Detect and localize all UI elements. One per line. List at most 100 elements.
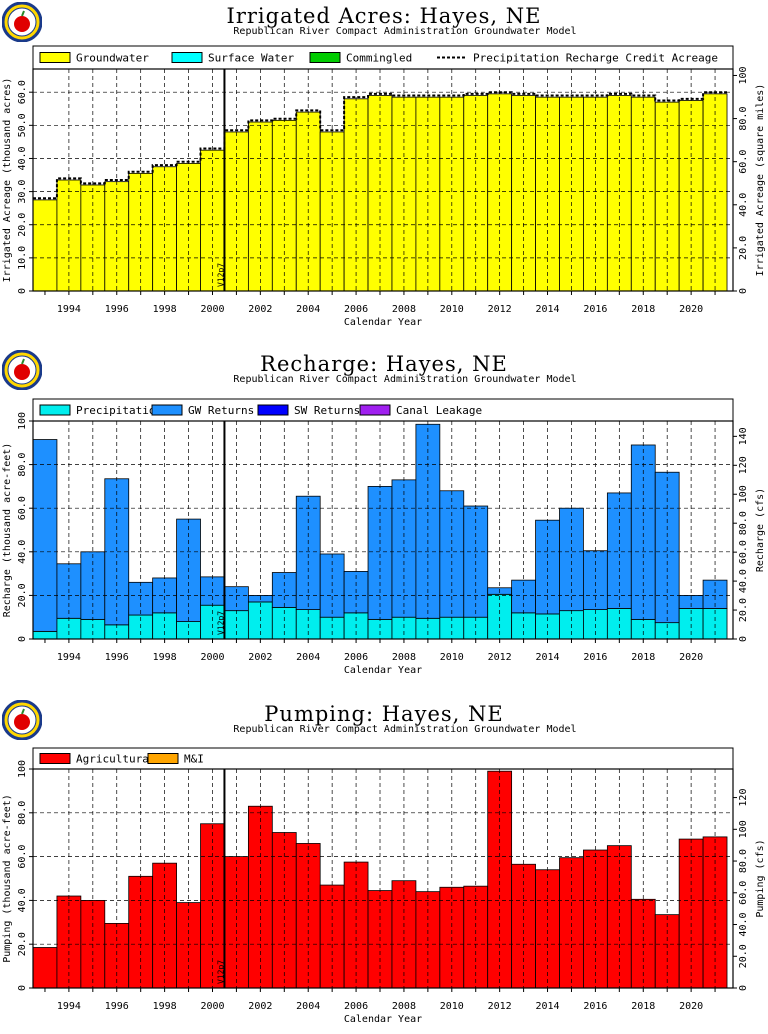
bar-precipitation [32, 630, 58, 640]
plot-frame [32, 68, 734, 292]
x-tick-label: 2008 [392, 652, 416, 663]
y2-tick-label: 40.0 [738, 912, 749, 936]
x-tick-label: 2018 [631, 652, 655, 663]
x-tick-label: 2012 [488, 652, 512, 663]
y-tick-label: 100 [17, 760, 28, 778]
y2-tick-label: 40.0 [738, 193, 749, 217]
y-tick-label: 30.0 [17, 180, 28, 204]
x-tick-label: 2010 [440, 304, 464, 315]
x-tick-label: 2006 [344, 1001, 368, 1012]
x-tick-label: 1996 [105, 304, 129, 315]
y2-tick-label: 120 [738, 789, 749, 807]
y-tick-label: 0 [17, 288, 28, 294]
x-tick-label: 2018 [631, 1001, 655, 1012]
x-tick-label: 2014 [535, 1001, 559, 1012]
x-tick-label: 2000 [200, 304, 224, 315]
legend-swatch [171, 52, 203, 63]
recharge-panel: Recharge: Hayes, NE Republican River Com… [0, 348, 768, 684]
legend-label: Precipitation [76, 404, 162, 417]
precip-credit-line [33, 91, 728, 200]
irrigated-acres-panel: Irrigated Acres: Hayes, NE Republican Ri… [0, 0, 768, 336]
chart-title: Recharge: Hayes, NE [260, 352, 508, 376]
y2-tick-label: 100 [738, 820, 749, 838]
y-tick-label: 40.0 [17, 146, 28, 170]
legend-label: GW Returns [188, 404, 254, 417]
y2-tick-label: 80.0 [738, 849, 749, 873]
y-axis-label: Recharge (thousand acre-feet) [2, 443, 13, 618]
x-tick-label: 2020 [679, 304, 703, 315]
chart-title: Pumping: Hayes, NE [264, 702, 504, 726]
bar-precipitation [56, 617, 82, 640]
bar-agricultural [487, 770, 513, 989]
x-tick-label: 2008 [392, 1001, 416, 1012]
apple-logo-icon [1, 1, 43, 43]
legend-swatch [39, 404, 71, 416]
x-tick-label: 2014 [535, 304, 559, 315]
y2-tick-label: 100 [738, 66, 749, 84]
y2-tick-label: 80.0 [738, 107, 749, 131]
y-tick-label: 100 [17, 412, 28, 430]
x-tick-label: 2008 [392, 304, 416, 315]
chart-subtitle: Republican River Compact Administration … [233, 374, 577, 385]
legend-label: Agricultural [76, 753, 155, 766]
legend-label: Surface Water [208, 52, 294, 65]
x-tick-label: 2020 [679, 1001, 703, 1012]
x-tick-label: 2002 [248, 304, 272, 315]
y2-tick-label: 80.0 [738, 511, 749, 535]
y-tick-label: 20.0 [17, 932, 28, 956]
legend-label: Commingled [346, 52, 412, 65]
y-tick-label: 60.0 [17, 496, 28, 520]
y2-tick-label: 60.0 [738, 150, 749, 174]
y2-tick-label: 0 [738, 985, 749, 991]
y2-axis-label: Irrigated Acreage (square miles) [755, 84, 766, 277]
y-tick-label: 40.0 [17, 888, 28, 912]
legend-label: M&I [184, 753, 204, 766]
x-tick-label: 2020 [679, 652, 703, 663]
x-tick-label: 2016 [583, 304, 607, 315]
legend-swatch [147, 753, 179, 764]
x-tick-label: 1994 [57, 1001, 81, 1012]
y-tick-label: 80.0 [17, 801, 28, 825]
y-tick-label: 40.0 [17, 540, 28, 564]
y-tick-label: 60.0 [17, 80, 28, 104]
y-tick-label: 20.0 [17, 213, 28, 237]
bar-gw-returns [32, 439, 58, 632]
chart-title: Irrigated Acres: Hayes, NE [226, 4, 542, 28]
x-tick-label: 2016 [583, 1001, 607, 1012]
y-tick-label: 50.0 [17, 113, 28, 137]
x-tick-label: 2006 [344, 304, 368, 315]
x-tick-label: 2010 [440, 652, 464, 663]
plot-frame [32, 420, 734, 640]
legend-label: Groundwater [76, 52, 149, 65]
x-tick-label: 2010 [440, 1001, 464, 1012]
x-tick-label: 2000 [200, 652, 224, 663]
x-tick-label: 2016 [583, 652, 607, 663]
x-axis-label: Calendar Year [344, 317, 422, 328]
recharge-plot: Precipitation GW Returns SW Returns Canal L… [2, 398, 766, 676]
bar-precipitation [80, 618, 106, 640]
bar-precipitation [415, 617, 441, 640]
x-tick-label: 1994 [57, 652, 81, 663]
legend-swatch [359, 404, 391, 416]
y2-tick-label: 0 [738, 288, 749, 294]
legend-label: Canal Leakage [396, 404, 482, 417]
x-tick-label: 2014 [535, 652, 559, 663]
y2-tick-label: 120 [738, 456, 749, 474]
pumping-panel: Pumping: Hayes, NE Republican River Comp… [0, 698, 768, 1034]
y-tick-label: 0 [17, 636, 28, 642]
x-tick-label: 2002 [248, 1001, 272, 1012]
x-tick-label: 2018 [631, 304, 655, 315]
bar-groundwater [295, 111, 321, 292]
apple-logo-icon [1, 349, 43, 391]
bar-gw-returns [583, 550, 608, 610]
bar-precipitation [367, 618, 393, 640]
y2-axis-label: Pumping (cfs) [755, 839, 766, 917]
x-tick-label: 1996 [105, 1001, 129, 1012]
bar-gw-returns [702, 579, 728, 609]
y2-tick-label: 60.0 [738, 540, 749, 564]
y2-tick-label: 20.0 [738, 598, 749, 622]
y2-tick-label: 100 [738, 485, 749, 503]
x-tick-label: 1996 [105, 652, 129, 663]
x-tick-label: 1998 [153, 1001, 177, 1012]
y-tick-label: 60.0 [17, 845, 28, 869]
